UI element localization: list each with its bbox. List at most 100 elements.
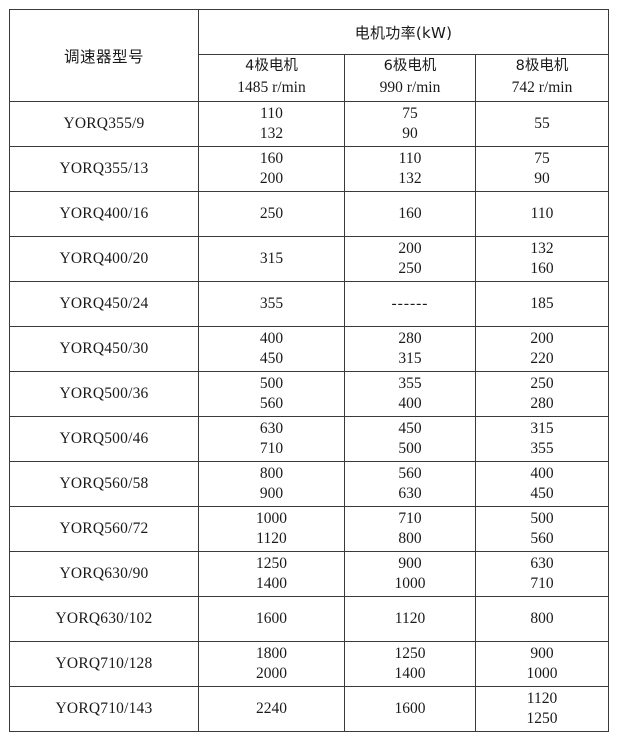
cell-power-value: 400 bbox=[530, 464, 554, 482]
cell-power-value: 1000 bbox=[256, 509, 287, 527]
cell-power-value: 560 bbox=[398, 464, 422, 482]
cell-power-value: 250 bbox=[398, 260, 422, 277]
cell-power-p8: 800 bbox=[475, 596, 609, 642]
cell-power-p6: 710 800 bbox=[344, 506, 476, 552]
cell-power-p8: 315 355 bbox=[475, 416, 609, 462]
cell-power-value: 450 bbox=[530, 485, 554, 502]
cell-power-p8: 250 280 bbox=[475, 371, 609, 417]
cell-power-value: 315 bbox=[530, 419, 554, 437]
cell-model: YORQ710/128 bbox=[9, 641, 199, 687]
cell-power-p8: 132 160 bbox=[475, 236, 609, 282]
cell-power-value: 800 bbox=[259, 464, 284, 482]
cell-power-p4: 630 710 bbox=[198, 416, 345, 462]
cell-power-value: 500 bbox=[398, 440, 422, 457]
cell-power-value: 900 bbox=[530, 644, 554, 662]
column-header-4-pole: 4极电机 1485 r/min bbox=[198, 54, 345, 102]
cell-power-value: 1120 bbox=[526, 689, 558, 707]
cell-power-p8: 400 450 bbox=[475, 461, 609, 507]
cell-power-p8: 110 bbox=[475, 191, 609, 237]
cell-power-p4: 2240 bbox=[198, 686, 345, 732]
cell-power-p8: 75 90 bbox=[475, 146, 609, 192]
cell-power-value: 90 bbox=[402, 125, 418, 142]
cell-power-value: 800 bbox=[530, 609, 554, 627]
cell-power-value: 1600 bbox=[394, 699, 426, 717]
table-header-row-top: 调速器型号 电机功率(kW) bbox=[9, 9, 609, 102]
cell-power-p6: ------ bbox=[344, 281, 476, 327]
table-row: YORQ560/72 1000 1120 710 800 500 560 bbox=[9, 506, 609, 552]
cell-power-value: 1600 bbox=[256, 609, 287, 627]
cell-power-p6: 355 400 bbox=[344, 371, 476, 417]
table-row: YORQ710/128 1800 2000 1250 1400 900 1000 bbox=[9, 641, 609, 687]
cell-power-value: 250 bbox=[530, 374, 554, 392]
table-row: YORQ560/58 800 900 560 630 400 450 bbox=[9, 461, 609, 507]
cell-power-p8: 900 1000 bbox=[475, 641, 609, 687]
cell-power-value: 132 bbox=[530, 239, 554, 257]
cell-power-value: 355 bbox=[259, 294, 284, 312]
cell-power-value: 315 bbox=[259, 249, 284, 267]
cell-power-value: 400 bbox=[259, 329, 284, 347]
cell-power-value: 630 bbox=[530, 554, 554, 572]
cell-power-value: 220 bbox=[530, 350, 554, 367]
cell-model: YORQ355/13 bbox=[9, 146, 199, 192]
cell-power-value: 630 bbox=[259, 419, 284, 437]
column-header-4-pole-poles: 4极电机 bbox=[245, 58, 298, 75]
cell-power-value: 2240 bbox=[256, 699, 287, 717]
cell-power-value: 1000 bbox=[394, 575, 426, 592]
cell-power-value: ------ bbox=[391, 294, 429, 312]
cell-power-value: 280 bbox=[398, 329, 422, 347]
table-row: YORQ400/16 250 160 110 bbox=[9, 191, 609, 237]
cell-power-p6: 110 132 bbox=[344, 146, 476, 192]
cell-power-value: 1400 bbox=[394, 665, 426, 682]
table-row: YORQ355/13 160 200 110 132 75 90 bbox=[9, 146, 609, 192]
column-header-6-pole-poles: 6极电机 bbox=[383, 58, 437, 75]
cell-power-value: 2000 bbox=[256, 665, 287, 682]
cell-power-value: 400 bbox=[398, 395, 422, 412]
table-row: YORQ450/30 400 450 280 315 200 220 bbox=[9, 326, 609, 372]
cell-power-p6: 75 90 bbox=[344, 101, 476, 147]
cell-power-value: 900 bbox=[398, 554, 422, 572]
table-row: YORQ710/143 2240 1600 1120 1250 bbox=[9, 686, 609, 732]
cell-power-value: 110 bbox=[398, 149, 422, 167]
cell-power-p4: 800 900 bbox=[198, 461, 345, 507]
column-header-6-pole: 6极电机 990 r/min bbox=[344, 54, 476, 102]
cell-power-p4: 250 bbox=[198, 191, 345, 237]
cell-model: YORQ450/30 bbox=[9, 326, 199, 372]
cell-model: YORQ450/24 bbox=[9, 281, 199, 327]
cell-power-value: 160 bbox=[530, 260, 554, 277]
table-body: YORQ355/9 110 132 75 90 55 YORQ355/13 160 200 110… bbox=[9, 101, 609, 732]
cell-power-value: 500 bbox=[530, 509, 554, 527]
cell-power-value: 75 bbox=[534, 149, 550, 167]
cell-power-value: 90 bbox=[534, 170, 550, 187]
cell-power-value: 355 bbox=[398, 374, 422, 392]
cell-power-value: 710 bbox=[530, 575, 554, 592]
column-header-4-pole-speed: 1485 r/min bbox=[237, 79, 306, 97]
cell-power-value: 560 bbox=[259, 395, 284, 412]
cell-power-p4: 160 200 bbox=[198, 146, 345, 192]
column-header-8-pole-poles: 8极电机 bbox=[515, 58, 569, 75]
cell-power-p4: 400 450 bbox=[198, 326, 345, 372]
cell-model: YORQ560/58 bbox=[9, 461, 199, 507]
cell-model: YORQ500/36 bbox=[9, 371, 199, 417]
cell-power-p4: 500 560 bbox=[198, 371, 345, 417]
cell-power-value: 250 bbox=[259, 204, 284, 222]
cell-power-value: 710 bbox=[398, 509, 422, 527]
cell-power-p6: 280 315 bbox=[344, 326, 476, 372]
table-header: 调速器型号 电机功率(kW) 4极电机 1485 r/min 6极电机 990 … bbox=[9, 9, 609, 102]
cell-power-p6: 1250 1400 bbox=[344, 641, 476, 687]
cell-power-value: 1250 bbox=[394, 644, 426, 662]
cell-power-p6: 450 500 bbox=[344, 416, 476, 462]
cell-power-p4: 1000 1120 bbox=[198, 506, 345, 552]
cell-power-value: 110 bbox=[260, 104, 283, 122]
cell-power-value: 800 bbox=[398, 530, 422, 547]
cell-power-p8: 500 560 bbox=[475, 506, 609, 552]
cell-power-value: 1120 bbox=[256, 530, 287, 547]
cell-power-p4: 1250 1400 bbox=[198, 551, 345, 597]
cell-model: YORQ400/20 bbox=[9, 236, 199, 282]
cell-power-value: 315 bbox=[398, 350, 422, 367]
table-row: YORQ355/9 110 132 75 90 55 bbox=[9, 101, 609, 147]
table-header-row-sub: 4极电机 1485 r/min 6极电机 990 r/min 8极电机 742 … bbox=[10, 54, 609, 102]
cell-power-p6: 160 bbox=[344, 191, 476, 237]
cell-power-value: 630 bbox=[398, 485, 422, 502]
cell-model: YORQ630/102 bbox=[9, 596, 199, 642]
